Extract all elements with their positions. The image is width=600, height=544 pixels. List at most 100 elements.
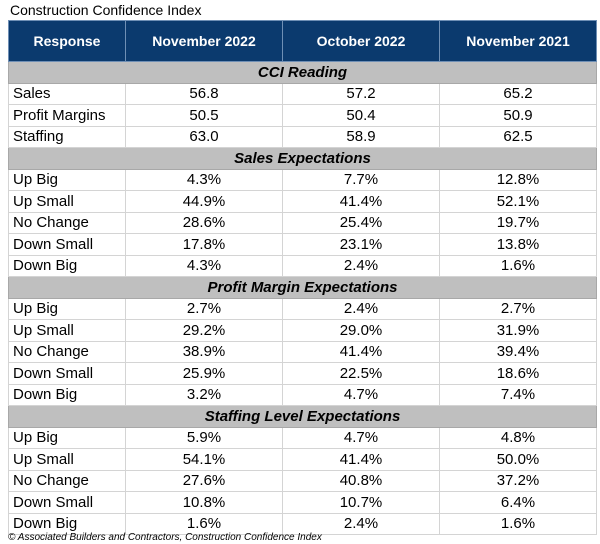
- cell-value: 10.8%: [125, 491, 283, 514]
- cell-value: 56.8: [125, 82, 283, 105]
- row-label: No Change: [8, 211, 126, 234]
- table-row: Down Big 3.2% 4.7% 7.4%: [8, 383, 597, 406]
- cell-value: 4.7%: [282, 426, 440, 449]
- section-title: Sales Expectations: [8, 147, 597, 170]
- cell-value: 50.0%: [439, 448, 597, 471]
- cell-value: 50.9: [439, 104, 597, 127]
- section-title: Staffing Level Expectations: [8, 405, 597, 428]
- row-label: Up Big: [8, 297, 126, 320]
- cell-value: 29.0%: [282, 319, 440, 342]
- column-header: November 2022: [125, 20, 283, 62]
- table-row: No Change 27.6% 40.8% 37.2%: [8, 469, 597, 492]
- cell-value: 2.7%: [439, 297, 597, 320]
- row-label: Down Small: [8, 362, 126, 385]
- cell-value: 2.4%: [282, 512, 440, 535]
- row-label: Down Small: [8, 491, 126, 514]
- table-row: No Change 38.9% 41.4% 39.4%: [8, 340, 597, 363]
- table-row: Down Big 4.3% 2.4% 1.6%: [8, 254, 597, 277]
- row-label: Up Small: [8, 190, 126, 213]
- cell-value: 37.2%: [439, 469, 597, 492]
- cell-value: 1.6%: [439, 254, 597, 277]
- cell-value: 22.5%: [282, 362, 440, 385]
- cell-value: 7.4%: [439, 383, 597, 406]
- table-row: Up Big 2.7% 2.4% 2.7%: [8, 297, 597, 320]
- cell-value: 13.8%: [439, 233, 597, 256]
- table-row: Down Small 25.9% 22.5% 18.6%: [8, 362, 597, 385]
- cell-value: 3.2%: [125, 383, 283, 406]
- row-label: Up Big: [8, 168, 126, 191]
- row-label: Down Big: [8, 383, 126, 406]
- table-row: Staffing 63.0 58.9 62.5: [8, 125, 597, 148]
- cell-value: 63.0: [125, 125, 283, 148]
- table-row: Up Small 29.2% 29.0% 31.9%: [8, 319, 597, 342]
- row-label: No Change: [8, 469, 126, 492]
- section-title: CCI Reading: [8, 61, 597, 84]
- table-row: Profit Margins 50.5 50.4 50.9: [8, 104, 597, 127]
- section-row: CCI Reading: [8, 61, 597, 84]
- column-header: October 2022: [282, 20, 440, 62]
- cell-value: 57.2: [282, 82, 440, 105]
- table-row: Up Big 4.3% 7.7% 12.8%: [8, 168, 597, 191]
- row-label: Down Small: [8, 233, 126, 256]
- table-row: Up Small 54.1% 41.4% 50.0%: [8, 448, 597, 471]
- cell-value: 2.4%: [282, 254, 440, 277]
- cell-value: 23.1%: [282, 233, 440, 256]
- cell-value: 39.4%: [439, 340, 597, 363]
- cell-value: 52.1%: [439, 190, 597, 213]
- row-label: Up Small: [8, 319, 126, 342]
- cell-value: 41.4%: [282, 448, 440, 471]
- cell-value: 17.8%: [125, 233, 283, 256]
- cell-value: 58.9: [282, 125, 440, 148]
- column-header: November 2021: [439, 20, 597, 62]
- cci-table: Response November 2022 October 2022 Nove…: [8, 20, 597, 535]
- cell-value: 44.9%: [125, 190, 283, 213]
- cell-value: 31.9%: [439, 319, 597, 342]
- table-row: Down Small 17.8% 23.1% 13.8%: [8, 233, 597, 256]
- row-label: Up Small: [8, 448, 126, 471]
- cell-value: 38.9%: [125, 340, 283, 363]
- row-label: Profit Margins: [8, 104, 126, 127]
- table-title: Construction Confidence Index: [10, 2, 202, 18]
- cell-value: 19.7%: [439, 211, 597, 234]
- cell-value: 28.6%: [125, 211, 283, 234]
- header-row: Response November 2022 October 2022 Nove…: [8, 20, 597, 62]
- row-label: Staffing: [8, 125, 126, 148]
- cell-value: 2.7%: [125, 297, 283, 320]
- row-label: Down Big: [8, 254, 126, 277]
- row-label: No Change: [8, 340, 126, 363]
- table-row: Down Small 10.8% 10.7% 6.4%: [8, 491, 597, 514]
- table-row: Sales 56.8 57.2 65.2: [8, 82, 597, 105]
- section-row: Profit Margin Expectations: [8, 276, 597, 299]
- cell-value: 29.2%: [125, 319, 283, 342]
- cell-value: 18.6%: [439, 362, 597, 385]
- table-row: No Change 28.6% 25.4% 19.7%: [8, 211, 597, 234]
- cell-value: 10.7%: [282, 491, 440, 514]
- cell-value: 50.4: [282, 104, 440, 127]
- cell-value: 4.7%: [282, 383, 440, 406]
- cell-value: 2.4%: [282, 297, 440, 320]
- cell-value: 65.2: [439, 82, 597, 105]
- cell-value: 4.3%: [125, 168, 283, 191]
- table-row: Up Big 5.9% 4.7% 4.8%: [8, 426, 597, 449]
- row-label: Up Big: [8, 426, 126, 449]
- cell-value: 25.9%: [125, 362, 283, 385]
- section-title: Profit Margin Expectations: [8, 276, 597, 299]
- section-row: Sales Expectations: [8, 147, 597, 170]
- cell-value: 62.5: [439, 125, 597, 148]
- cell-value: 25.4%: [282, 211, 440, 234]
- cell-value: 54.1%: [125, 448, 283, 471]
- cell-value: 6.4%: [439, 491, 597, 514]
- cell-value: 41.4%: [282, 190, 440, 213]
- cell-value: 5.9%: [125, 426, 283, 449]
- cell-value: 4.3%: [125, 254, 283, 277]
- table-row: Up Small 44.9% 41.4% 52.1%: [8, 190, 597, 213]
- cell-value: 4.8%: [439, 426, 597, 449]
- cell-value: 50.5: [125, 104, 283, 127]
- row-label: Sales: [8, 82, 126, 105]
- cell-value: 1.6%: [439, 512, 597, 535]
- copyright-footer: © Associated Builders and Contractors, C…: [8, 532, 322, 543]
- cell-value: 40.8%: [282, 469, 440, 492]
- cell-value: 41.4%: [282, 340, 440, 363]
- cell-value: 7.7%: [282, 168, 440, 191]
- section-row: Staffing Level Expectations: [8, 405, 597, 428]
